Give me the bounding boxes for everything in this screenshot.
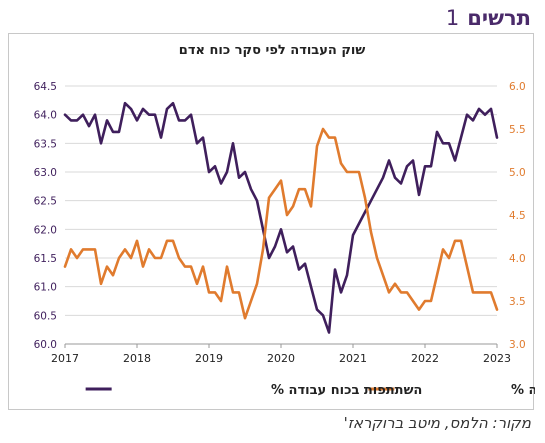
left-axis-tick-label: 61.5 xyxy=(34,253,57,265)
line-chart: שוק העבודה לפי סקר כוח אדם 60.060.561.06… xyxy=(34,43,535,398)
x-axis-tick-label: 2022 xyxy=(411,352,439,365)
left-axis-tick-label: 64.5 xyxy=(34,81,57,93)
gridlines xyxy=(65,85,497,345)
left-axis-tick-label: 63.5 xyxy=(34,138,57,150)
x-axis-tick-label: 2017 xyxy=(51,352,79,365)
right-axis-tick-label: 3.0 xyxy=(509,339,526,351)
left-axis-tick-label: 63.0 xyxy=(34,167,57,179)
x-axis-tick-label: 2023 xyxy=(483,352,511,365)
x-axis-tick-label: 2021 xyxy=(339,352,367,365)
left-axis-tick-label: 60.0 xyxy=(34,339,57,351)
chart-title: שוק העבודה לפי סקר כוח אדם xyxy=(179,43,366,58)
figure-heading: תרשים 1 xyxy=(446,6,531,32)
series-line-participation xyxy=(63,101,499,334)
right-axis-tick-label: 5.5 xyxy=(509,124,526,136)
left-axis-tick-label: 62.0 xyxy=(34,224,57,236)
x-axis-tick-label: 2018 xyxy=(123,352,151,365)
right-axis-tick-label: 6.0 xyxy=(509,81,526,93)
left-axis-tick-label: 61.0 xyxy=(34,282,57,294)
right-axis-tick-label: 5.0 xyxy=(509,167,526,179)
axis-ticks: 60.0 60.5 61.0 61.5 62.0 62.5 63.0 63.5 64.0 64.5… xyxy=(34,81,526,365)
x-axis-tick-label: 2020 xyxy=(267,352,295,365)
left-axis-tick-label: 62.5 xyxy=(34,196,57,208)
legend-label: שיעור האבטלה % xyxy=(511,383,535,398)
figure-heading-number: 1 xyxy=(445,6,460,30)
right-axis-tick-label: 3.5 xyxy=(509,296,526,308)
left-axis-tick-label: 64.0 xyxy=(34,110,57,122)
figure-heading-word: תרשים xyxy=(467,6,531,30)
source-note: מקור: הלמס, מיטב ברוקראז' xyxy=(343,414,531,432)
x-axis-tick-label: 2019 xyxy=(195,352,223,365)
series-lines xyxy=(63,101,499,334)
left-axis-tick-label: 60.5 xyxy=(34,310,57,322)
chart-frame: שוק העבודה לפי סקר כוח אדם 60.0 60.5 61.0 6… xyxy=(8,33,535,410)
right-axis-tick-label: 4.5 xyxy=(509,210,526,222)
right-axis-tick-label: 4.0 xyxy=(509,253,526,265)
legend: שיעור האבטלה % השתתפות בכוח עבודה % xyxy=(85,383,535,398)
legend-label: השתתפות בכוח עבודה % xyxy=(271,383,422,398)
series-line-unemployment xyxy=(63,127,499,320)
